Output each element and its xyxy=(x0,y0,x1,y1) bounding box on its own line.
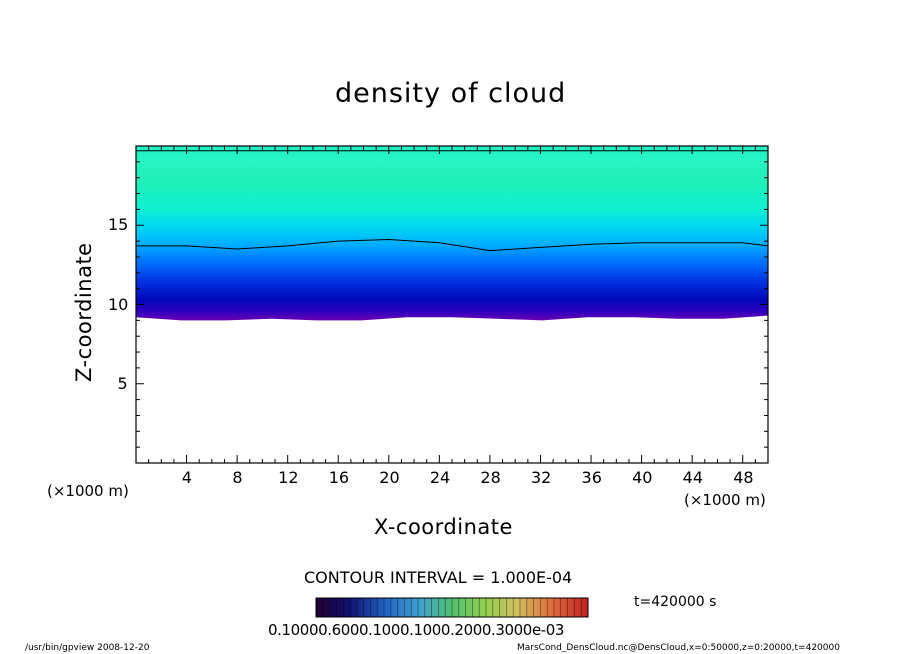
y-axis-label: Z-coordinate xyxy=(72,242,96,382)
x-tick-label: 16 xyxy=(328,468,350,487)
x-tick-label: 32 xyxy=(530,468,552,487)
y-tick-label: 15 xyxy=(108,215,129,235)
footer-source: MarsCond_DensCloud.nc@DensCloud,x=0:5000… xyxy=(517,643,840,653)
x-tick-label: 24 xyxy=(429,468,451,487)
x-tick-label: 12 xyxy=(278,468,299,487)
chart-title: density of cloud xyxy=(335,78,567,109)
y-tick-label: 10 xyxy=(108,294,129,314)
x-axis-unit: (×1000 m) xyxy=(684,491,766,509)
y-tick-label: 5 xyxy=(117,373,128,393)
x-tick-label: 4 xyxy=(181,468,192,487)
colorbar-labels: 0.10000.6000.1000.1000.2000.3000e-03 xyxy=(268,621,565,639)
contour-interval: CONTOUR INTERVAL = 1.000E-04 xyxy=(304,568,573,587)
colorbar-ticks xyxy=(322,598,582,617)
contour-line xyxy=(136,238,768,252)
axis-ticks xyxy=(136,146,768,463)
footer-program: /usr/bin/gpview 2008-12-20 xyxy=(25,643,150,653)
x-tick-label: 28 xyxy=(480,468,501,487)
x-tick-label: 20 xyxy=(379,468,400,487)
y-axis-unit: (×1000 m) xyxy=(47,482,129,500)
x-tick-label: 48 xyxy=(733,468,754,487)
time-label: t=420000 s xyxy=(634,594,717,610)
x-tick-label: 8 xyxy=(232,468,243,487)
x-tick-label: 36 xyxy=(581,468,602,487)
x-tick-label: 44 xyxy=(682,468,704,487)
x-tick-label: 40 xyxy=(632,468,653,487)
x-axis-label: X-coordinate xyxy=(374,515,513,539)
cloud-density-field xyxy=(136,146,768,321)
